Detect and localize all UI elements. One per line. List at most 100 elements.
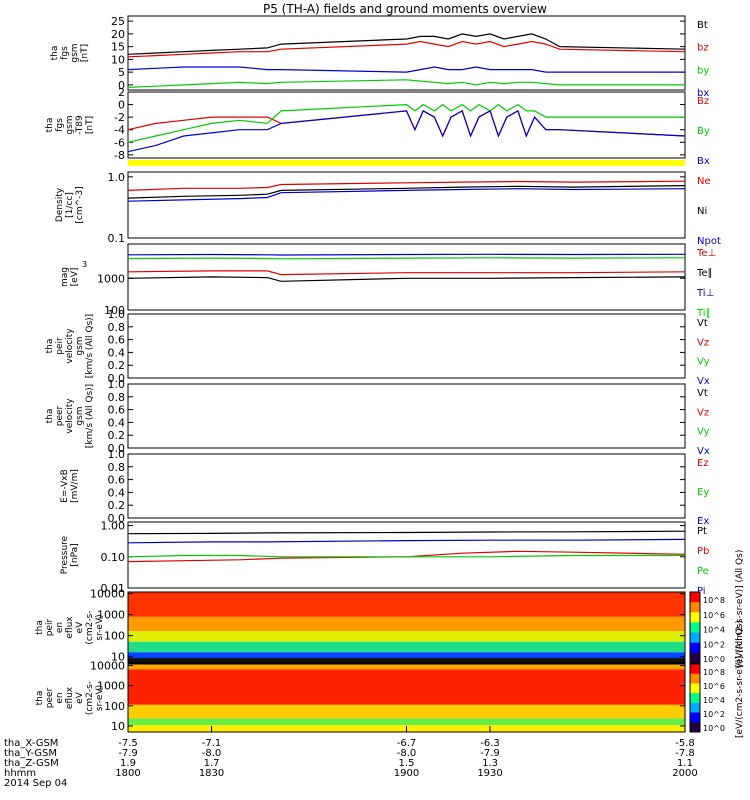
y-axis-label: [km/s (All Qs)]: [85, 384, 95, 448]
y-tick-label: 100: [104, 304, 125, 317]
panel-temperature: 1000 100 mag [eV]3 Te⊥ Te∥ Ti⊥ Ti∥: [60, 243, 716, 319]
colorbar-segment: [690, 664, 700, 675]
panel-peir_spectrogram: 10^8 10^6 10^4 10^2 10^0 [eV/(cm2-s-sr-eV)] (…: [35, 550, 745, 668]
legend-entry: Bx: [697, 156, 710, 167]
x-tick-label: -7.5: [118, 738, 138, 749]
y-axis-label: [eV]: [70, 268, 80, 287]
y-tick-label: 0.6: [108, 334, 126, 347]
y-axis-label: eflux: [65, 686, 75, 709]
y-tick-label: 0.0: [108, 512, 126, 525]
spectrogram-band: [128, 669, 685, 705]
y-axis-label: (cm2-s-: [85, 610, 95, 644]
quality-flag-bar: [128, 160, 685, 166]
legend-entry: By: [697, 126, 710, 137]
legend-entry: by: [697, 65, 709, 76]
y-axis-label: [nPa]: [70, 543, 80, 566]
panel-density: 1.0 0.1 Density [1/cc] [cm^-3] Ne Ni Npot: [55, 171, 721, 247]
date-label: 2014 Sep 04: [4, 778, 67, 789]
panel-pressure: 1.00 0.10 0.01 Pressure [nPa] Pt Pb Pe Pi: [60, 520, 709, 597]
x-tick-label: -8.0: [202, 748, 222, 759]
y-axis-label: sr-eV): [95, 614, 105, 640]
x-tick-label: 1.9: [120, 758, 136, 769]
series-line-Ti∥: [127, 257, 686, 260]
x-tick-label: -7.9: [480, 748, 500, 759]
colorbar-segment: [690, 673, 700, 684]
y-axis-label: tha: [45, 118, 55, 133]
y-axis-label: fgs: [60, 46, 70, 60]
legend-entry: Bt: [697, 20, 708, 31]
colorbar-segment: [690, 712, 700, 723]
spectrogram-band: [128, 718, 685, 726]
panel-fgs_gsm_t89: 20-2-4-6-8 tha fgs gsm -T89 [nT] Bz By Bx: [45, 86, 710, 167]
y-axis-label: tha: [45, 409, 55, 424]
series-line-Te⊥: [127, 270, 686, 276]
y-tick-label: -4: [114, 124, 125, 137]
colorbar-tick-label: 10^6: [703, 611, 725, 620]
colorbar-tick-label: 10^2: [703, 710, 725, 719]
y-axis-label: tha: [45, 339, 55, 354]
y-axis-label: [cm^-3]: [75, 186, 85, 223]
y-axis-label: gsm: [70, 43, 80, 62]
series-line-Ne: [127, 180, 686, 191]
y-tick-label: 0.6: [108, 404, 126, 417]
y-axis-label: mag: [60, 267, 70, 287]
x-tick-label: 1.7: [204, 758, 220, 769]
x-tick-label: 1.1: [677, 758, 693, 769]
panel-frame: [127, 453, 686, 519]
y-tick-label: 20: [111, 28, 125, 41]
colorbar-label: [eV/(cm2-s-sr-eV)] (All Qs): [735, 550, 745, 668]
y-axis-label: tha: [35, 620, 45, 635]
legend-entry: Pe: [697, 566, 709, 577]
y-tick-label: 0.4: [108, 416, 126, 429]
series-line-Ni: [127, 185, 686, 199]
panel-peer_velocity: 0.00.20.40.60.81.0 tha peer velocity gsm [km/…: [45, 378, 710, 457]
panel-efield: 0.00.20.40.60.81.0 E=-VxB [mV/m] Ez Ey Ex: [60, 448, 709, 527]
y-axis-label: en: [55, 622, 65, 633]
y-axis-label: tha: [35, 691, 45, 706]
colorbar-tick-label: 10^8: [703, 668, 725, 677]
x-tick-label: 1930: [477, 768, 502, 779]
y-tick-label: 15: [111, 41, 125, 54]
series-line-Ti⊥: [127, 253, 686, 256]
y-tick-label: 1.0: [108, 171, 126, 184]
legend-entry: Vz: [697, 407, 709, 418]
y-tick-label: 0.0: [108, 372, 126, 385]
spectrogram-band: [128, 704, 685, 719]
legend-entry: Vt: [697, 318, 708, 329]
y-axis-label: velocity: [65, 328, 75, 364]
colorbar-label: [eV/(cm2-s-sr-eV)] (All Qs): [735, 620, 745, 738]
y-axis-label: eflux: [65, 616, 75, 639]
y-axis-label: en: [55, 692, 65, 703]
legend-entry: Ti⊥: [696, 288, 714, 299]
y-axis-label: [km/s (All Qs)]: [85, 314, 95, 378]
panel-frame: [127, 383, 686, 449]
y-tick-label: 0.2: [108, 429, 126, 442]
y-tick-label: 100: [104, 630, 125, 643]
y-axis-label: (cm2-s-: [85, 681, 95, 715]
x-tick-label: 1830: [199, 768, 224, 779]
spectrogram-band: [128, 592, 685, 617]
y-axis-label: Density: [55, 187, 65, 222]
y-axis-label: [nT]: [85, 116, 95, 134]
panel-peir_velocity: 0.00.20.40.60.81.0 tha peir velocity gsm [km/…: [45, 308, 710, 387]
y-axis-label: [1/cc]: [65, 192, 75, 218]
series-line-Npot: [127, 188, 686, 202]
colorbar-tick-label: 10^4: [703, 696, 725, 705]
x-tick-label: -7.8: [675, 748, 695, 759]
legend-entry: Vx: [697, 446, 710, 457]
series-line-bz: [127, 40, 686, 58]
y-tick-label: 0: [118, 99, 125, 112]
legend-entry: Ne: [697, 176, 711, 187]
colorbar-segment: [690, 642, 700, 654]
y-tick-label: 0.8: [108, 391, 126, 404]
legend-entry: bx: [697, 88, 709, 99]
y-tick-label: 1.0: [108, 448, 126, 461]
colorbar: 10^8 10^6 10^4 10^2 10^0 [eV/(cm2-s-sr-eV)] (…: [689, 620, 745, 738]
colorbar-segment: [690, 622, 700, 634]
y-tick-label: 10: [111, 720, 125, 733]
legend-entry: Bz: [697, 96, 709, 107]
y-tick-label: 1000: [97, 272, 125, 285]
series-line-bx: [127, 66, 685, 73]
y-axis-label: [mV/m]: [70, 469, 80, 503]
colorbar-segment: [690, 683, 700, 694]
